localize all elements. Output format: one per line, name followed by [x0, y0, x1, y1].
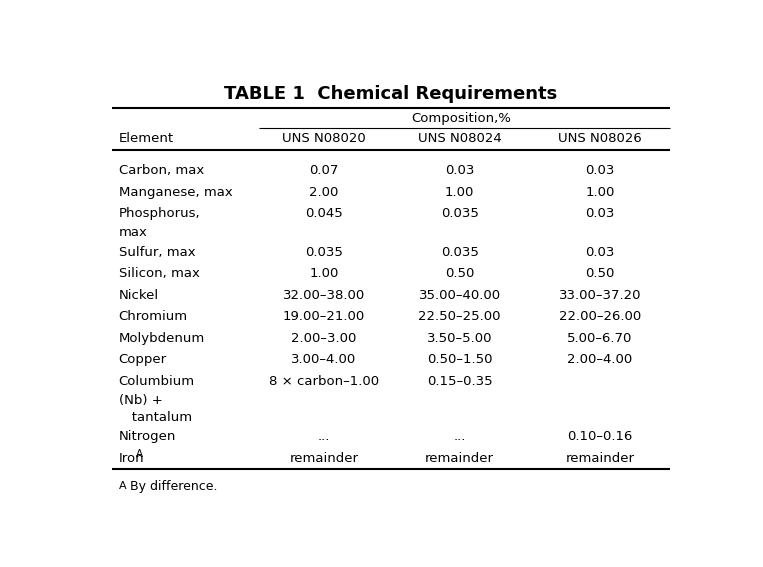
Text: 2.00–3.00: 2.00–3.00	[291, 332, 356, 345]
Text: 3.00–4.00: 3.00–4.00	[291, 353, 356, 366]
Text: ...: ...	[318, 430, 330, 443]
Text: 22.50–25.00: 22.50–25.00	[418, 310, 501, 323]
Text: Nitrogen: Nitrogen	[118, 430, 176, 443]
Text: 35.00–40.00: 35.00–40.00	[419, 289, 501, 302]
Text: 0.03: 0.03	[585, 164, 614, 177]
Text: Sulfur, max: Sulfur, max	[118, 246, 195, 259]
Text: 3.50–5.00: 3.50–5.00	[427, 332, 492, 345]
Text: Silicon, max: Silicon, max	[118, 267, 199, 280]
Text: UNS N08024: UNS N08024	[418, 132, 501, 145]
Text: 32.00–38.00: 32.00–38.00	[283, 289, 365, 302]
Text: 1.00: 1.00	[445, 185, 475, 198]
Text: 0.50–1.50: 0.50–1.50	[427, 353, 492, 366]
Text: 0.50: 0.50	[585, 267, 614, 280]
Text: A: A	[118, 481, 126, 491]
Text: 5.00–6.70: 5.00–6.70	[567, 332, 633, 345]
Text: remainder: remainder	[289, 452, 359, 465]
Text: 0.03: 0.03	[445, 164, 475, 177]
Text: A: A	[136, 449, 143, 459]
Text: TABLE 1  Chemical Requirements: TABLE 1 Chemical Requirements	[224, 85, 557, 103]
Text: (Nb) +: (Nb) +	[118, 394, 163, 407]
Text: ...: ...	[453, 430, 466, 443]
Text: 0.10–0.16: 0.10–0.16	[567, 430, 633, 443]
Text: 0.07: 0.07	[309, 164, 339, 177]
Text: 2.00–4.00: 2.00–4.00	[567, 353, 633, 366]
Text: 0.03: 0.03	[585, 207, 614, 220]
Text: 33.00–37.20: 33.00–37.20	[559, 289, 641, 302]
Text: Phosphorus,: Phosphorus,	[118, 207, 200, 220]
Text: Element: Element	[118, 132, 174, 145]
Text: max: max	[118, 226, 147, 239]
Text: 0.035: 0.035	[441, 207, 478, 220]
Text: UNS N08026: UNS N08026	[558, 132, 642, 145]
Text: 1.00: 1.00	[309, 267, 339, 280]
Text: 0.035: 0.035	[305, 246, 343, 259]
Text: UNS N08020: UNS N08020	[282, 132, 366, 145]
Text: 19.00–21.00: 19.00–21.00	[283, 310, 365, 323]
Text: Composition,%: Composition,%	[411, 112, 511, 125]
Text: Manganese, max: Manganese, max	[118, 185, 233, 198]
Text: Chromium: Chromium	[118, 310, 188, 323]
Text: 1.00: 1.00	[585, 185, 614, 198]
Text: remainder: remainder	[565, 452, 634, 465]
Text: Nickel: Nickel	[118, 289, 159, 302]
Text: 0.03: 0.03	[585, 246, 614, 259]
Text: 0.50: 0.50	[445, 267, 475, 280]
Text: Molybdenum: Molybdenum	[118, 332, 205, 345]
Text: Iron: Iron	[118, 452, 144, 465]
Text: 0.15–0.35: 0.15–0.35	[427, 375, 492, 388]
Text: 0.045: 0.045	[305, 207, 343, 220]
Text: Columbium: Columbium	[118, 375, 195, 388]
Text: Copper: Copper	[118, 353, 167, 366]
Text: 0.035: 0.035	[441, 246, 478, 259]
Text: Carbon, max: Carbon, max	[118, 164, 204, 177]
Text: tantalum: tantalum	[118, 411, 192, 424]
Text: 8 × carbon–1.00: 8 × carbon–1.00	[269, 375, 379, 388]
Text: 2.00: 2.00	[309, 185, 339, 198]
Text: 22.00–26.00: 22.00–26.00	[559, 310, 641, 323]
Text: remainder: remainder	[425, 452, 494, 465]
Text: By difference.: By difference.	[126, 480, 217, 493]
